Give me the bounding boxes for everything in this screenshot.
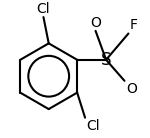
Text: S: S: [101, 51, 111, 69]
Text: Cl: Cl: [86, 119, 100, 133]
Text: O: O: [90, 16, 101, 30]
Text: Cl: Cl: [37, 2, 50, 16]
Text: F: F: [130, 18, 138, 32]
Text: O: O: [126, 82, 137, 96]
